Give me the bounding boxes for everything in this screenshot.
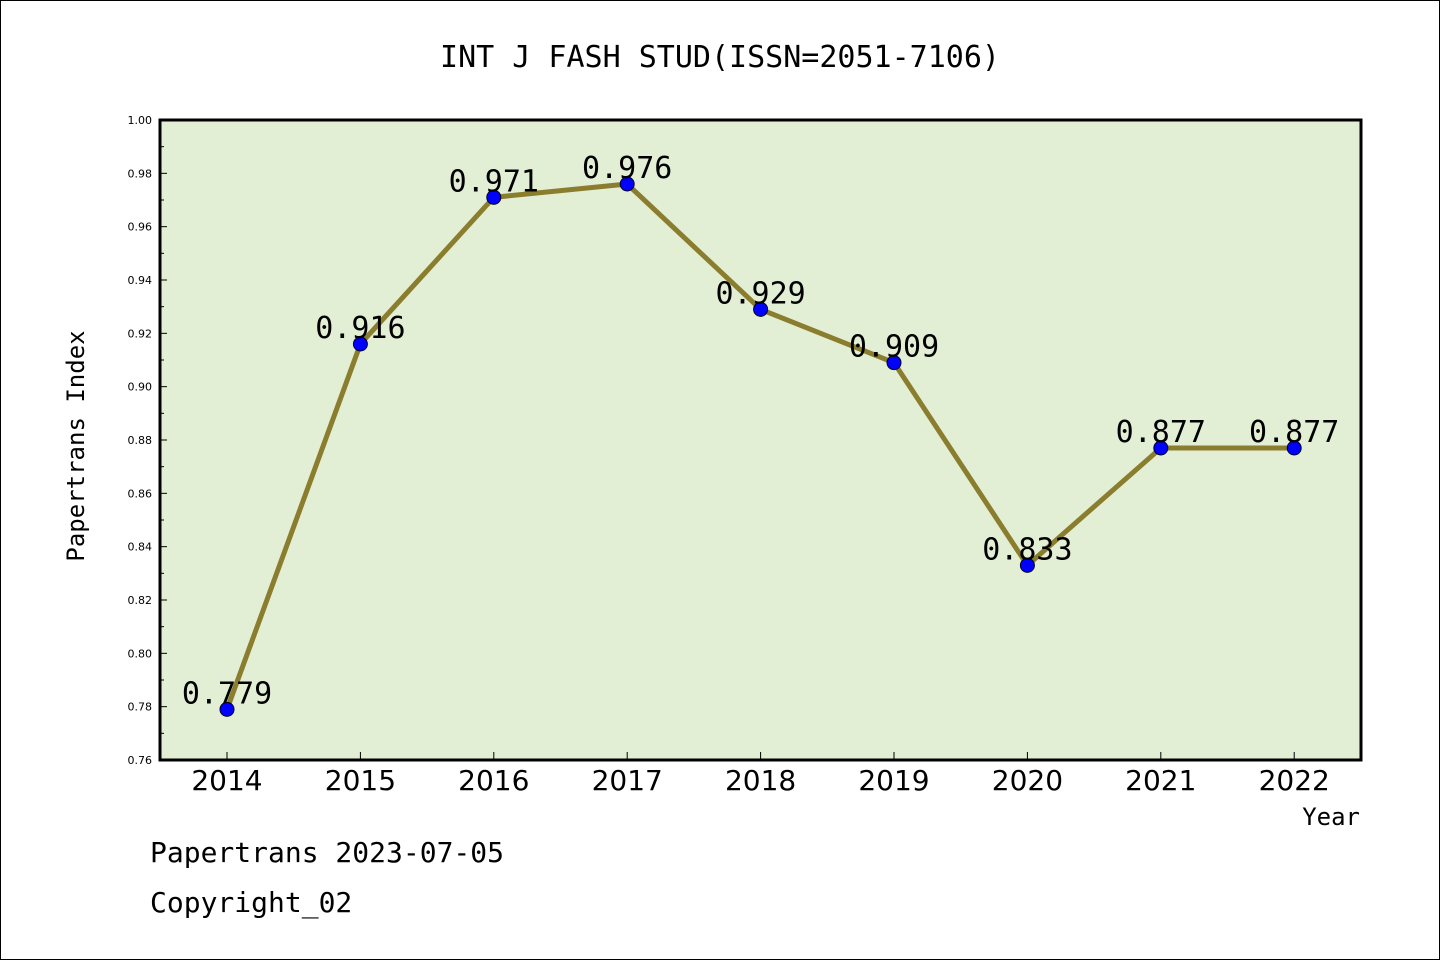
footer-copyright: Copyright_02	[150, 886, 353, 919]
y-tick-label: 0.76	[128, 754, 153, 767]
y-tick-label: 0.96	[128, 221, 153, 234]
data-label: 0.929	[715, 276, 805, 311]
data-label: 0.909	[849, 330, 939, 365]
x-tick-label: 2021	[1125, 764, 1196, 797]
data-label: 0.833	[982, 532, 1072, 567]
y-tick-label: 0.88	[128, 434, 153, 447]
data-point	[1153, 440, 1169, 456]
x-tick-label: 2019	[858, 764, 929, 797]
y-tick-label: 0.82	[128, 594, 153, 607]
x-tick-label: 2018	[725, 764, 796, 797]
data-label: 0.877	[1249, 415, 1339, 450]
chart-title: INT J FASH STUD(ISSN=2051-7106)	[440, 40, 1000, 75]
x-axis: 2014 2015 2016 2017 2018 2019 2020 2021 2022	[191, 752, 1330, 797]
y-tick-label: 0.80	[128, 647, 153, 660]
data-label: 0.877	[1116, 415, 1206, 450]
data-label: 0.971	[449, 164, 539, 199]
data-label: 0.779	[182, 676, 272, 711]
y-tick-label: 0.78	[128, 701, 153, 714]
footer-date: Papertrans 2023-07-05	[150, 836, 505, 869]
x-tick-label: 2020	[992, 764, 1063, 797]
x-tick-label: 2022	[1259, 764, 1330, 797]
x-tick-label: 2017	[592, 764, 663, 797]
data-point	[619, 176, 635, 192]
x-tick-label: 2016	[458, 764, 529, 797]
y-tick-label: 0.86	[128, 487, 153, 500]
x-tick-label: 2014	[191, 764, 262, 797]
data-point	[753, 301, 769, 317]
data-labels: 0.779 0.916 0.971 0.976 0.929 0.909 0.833 0.877…	[182, 151, 1340, 711]
y-tick-label: 0.92	[128, 327, 153, 340]
y-tick-label: 0.98	[128, 167, 153, 180]
y-tick-label: 0.84	[128, 541, 153, 554]
data-point	[1019, 557, 1035, 573]
data-point	[886, 355, 902, 371]
plot-area	[158, 118, 1363, 762]
data-point	[1286, 440, 1302, 456]
data-point	[486, 189, 502, 205]
data-label: 0.976	[582, 151, 672, 186]
y-tick-label: 0.94	[128, 274, 153, 287]
x-tick-label: 2015	[325, 764, 396, 797]
x-axis-label: Year	[1302, 803, 1360, 831]
y-tick-label: 1.00	[128, 114, 153, 127]
data-label: 0.916	[315, 311, 405, 346]
series-group	[219, 176, 1302, 717]
y-axis: 0.76 0.78 0.80 0.82 0.84 0.86 0.88 0.90 0.92 0.94…	[128, 114, 167, 767]
data-point	[352, 336, 368, 352]
data-point	[219, 701, 235, 717]
y-axis-label: Papertrans Index	[62, 330, 90, 561]
y-tick-label: 0.90	[128, 381, 153, 394]
